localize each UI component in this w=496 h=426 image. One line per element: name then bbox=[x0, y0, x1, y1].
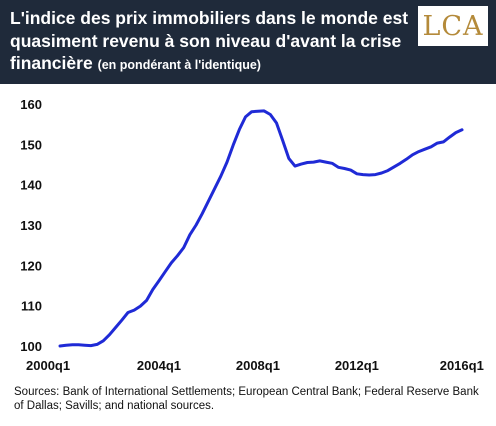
chart-title-text: L'indice des prix immobiliers dans le mo… bbox=[10, 8, 409, 73]
lca-logo: LCA bbox=[418, 6, 488, 46]
series-layer bbox=[58, 109, 464, 348]
plot-area: 100 110 120 130 140 150 160 2000q1 2004q1 2008q1… bbox=[0, 84, 496, 374]
y-axis: 100 110 120 130 140 150 160 bbox=[20, 97, 42, 354]
y-tick-label: 120 bbox=[20, 258, 42, 273]
y-tick-label: 140 bbox=[20, 178, 42, 193]
header-banner: L'indice des prix immobiliers dans le mo… bbox=[0, 0, 496, 84]
line-chart: 100 110 120 130 140 150 160 2000q1 2004q1 2008q1… bbox=[20, 97, 484, 373]
y-tick-label: 150 bbox=[20, 137, 42, 152]
chart-subtitle: (en pondérant à l'identique) bbox=[97, 58, 261, 72]
y-tick-label: 100 bbox=[20, 339, 42, 354]
x-tick-label: 2016q1 bbox=[440, 358, 484, 373]
y-tick-label: 110 bbox=[21, 299, 42, 314]
series-line bbox=[58, 109, 464, 348]
y-tick-label: 160 bbox=[20, 97, 42, 112]
y-tick-label: 130 bbox=[20, 218, 42, 233]
x-tick-label: 2012q1 bbox=[335, 358, 379, 373]
x-tick-label: 2000q1 bbox=[26, 358, 70, 373]
source-note: Sources: Bank of International Settlemen… bbox=[14, 386, 479, 412]
x-axis: 2000q1 2004q1 2008q1 2012q1 2016q1 bbox=[26, 358, 484, 373]
chart-title: L'indice des prix immobiliers dans le mo… bbox=[10, 7, 410, 77]
x-tick-label: 2004q1 bbox=[137, 358, 181, 373]
x-tick-label: 2008q1 bbox=[236, 358, 280, 373]
